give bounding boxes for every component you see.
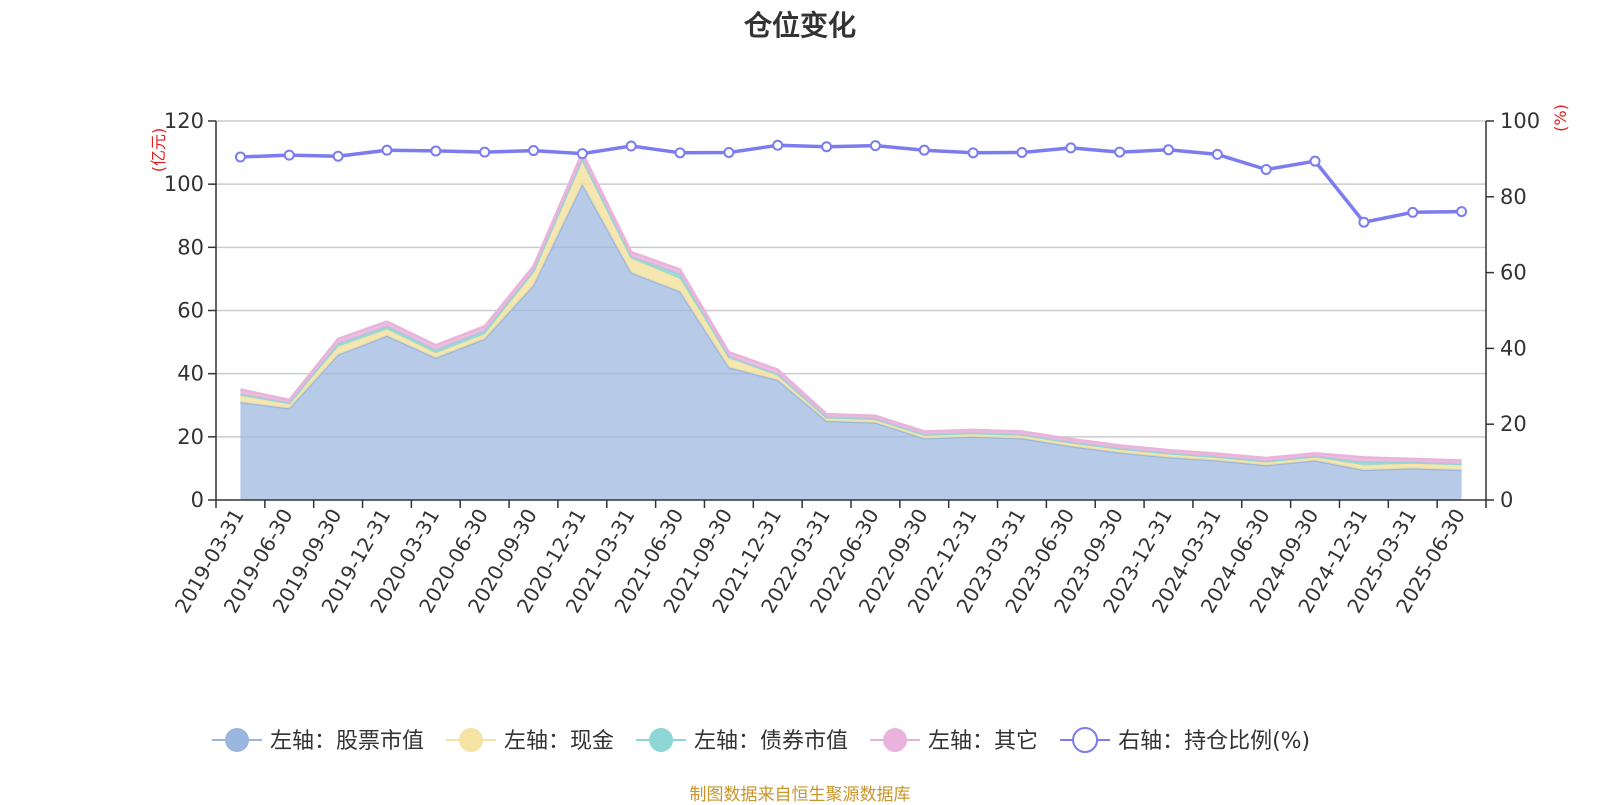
ratio-point	[430, 145, 442, 157]
ratio-point	[918, 144, 930, 156]
left-tick-label: 80	[177, 235, 204, 259]
legend-label: 右轴：持仓比例(%)	[1118, 729, 1310, 754]
ratio-point	[674, 147, 686, 159]
legend-swatch-marker	[649, 728, 674, 752]
ratio-point	[625, 140, 637, 152]
ratio-point	[1114, 146, 1126, 158]
ratio-point	[1065, 142, 1077, 154]
right-tick-label: 100	[1500, 109, 1540, 133]
stacked-areas	[240, 149, 1462, 500]
area-series-0	[240, 184, 1462, 500]
ratio-point	[1211, 148, 1223, 160]
chart-title: 仓位变化	[743, 9, 856, 42]
area-edge-3	[240, 149, 1462, 462]
ratio-point	[381, 144, 393, 156]
left-tick-label: 120	[164, 109, 204, 133]
legend: 左轴：股票市值 左轴：现金 左轴：债券市值 左轴：其它 右轴：持仓比例(%)	[212, 727, 1310, 754]
ratio-point	[283, 149, 295, 161]
left-tick-label: 40	[177, 362, 204, 386]
ratio-point	[967, 147, 979, 159]
right-tick-label: 60	[1500, 261, 1527, 285]
legend-item-1: 左轴：现金	[446, 728, 614, 754]
left-axis-unit: (亿元)	[149, 128, 168, 173]
left-tick-label: 100	[164, 172, 204, 196]
legend-item-2: 左轴：债券市值	[636, 728, 848, 754]
ratio-point	[234, 151, 246, 163]
ratio-point	[1016, 146, 1028, 158]
ratio-point	[1358, 216, 1370, 228]
left-tick-label: 20	[177, 425, 204, 449]
ratio-point	[1260, 164, 1272, 176]
right-tick-label: 0	[1500, 488, 1513, 512]
legend-label: 左轴：其它	[928, 729, 1038, 754]
legend-swatch-marker	[1072, 727, 1099, 753]
legend-label: 左轴：现金	[504, 729, 614, 754]
legend-item-3: 左轴：其它	[870, 728, 1038, 754]
ratio-point	[821, 141, 833, 153]
legend-swatch-marker	[459, 728, 484, 752]
left-tick-label: 60	[177, 299, 204, 323]
ratio-point	[332, 150, 344, 162]
legend-label: 左轴：债券市值	[694, 729, 848, 754]
ratio-point	[1407, 206, 1419, 218]
right-tick-label: 80	[1500, 185, 1527, 209]
right-axis-unit: (%)	[1551, 104, 1570, 132]
legend-item-0: 左轴：股票市值	[212, 728, 424, 754]
legend-label: 左轴：股票市值	[270, 729, 424, 754]
ratio-point	[723, 146, 735, 158]
ratio-point	[479, 146, 491, 158]
ratio-point	[1163, 144, 1174, 156]
legend-item-4: 右轴：持仓比例(%)	[1060, 727, 1310, 754]
right-tick-label: 40	[1500, 336, 1527, 360]
left-tick-label: 0	[191, 488, 204, 512]
legend-swatch-marker	[225, 728, 249, 752]
ratio-point	[869, 140, 881, 152]
ratio-point	[1309, 155, 1321, 167]
ratio-point	[576, 148, 588, 160]
data-source-note: 制图数据来自恒生聚源数据库	[689, 785, 911, 805]
ratio-point	[528, 145, 539, 157]
ratio-line	[240, 143, 1462, 225]
ratio-point	[772, 139, 784, 151]
legend-swatch-marker	[883, 728, 908, 752]
right-tick-label: 20	[1500, 412, 1527, 436]
ratio-line-series	[234, 139, 1468, 228]
ratio-point	[1456, 206, 1468, 218]
